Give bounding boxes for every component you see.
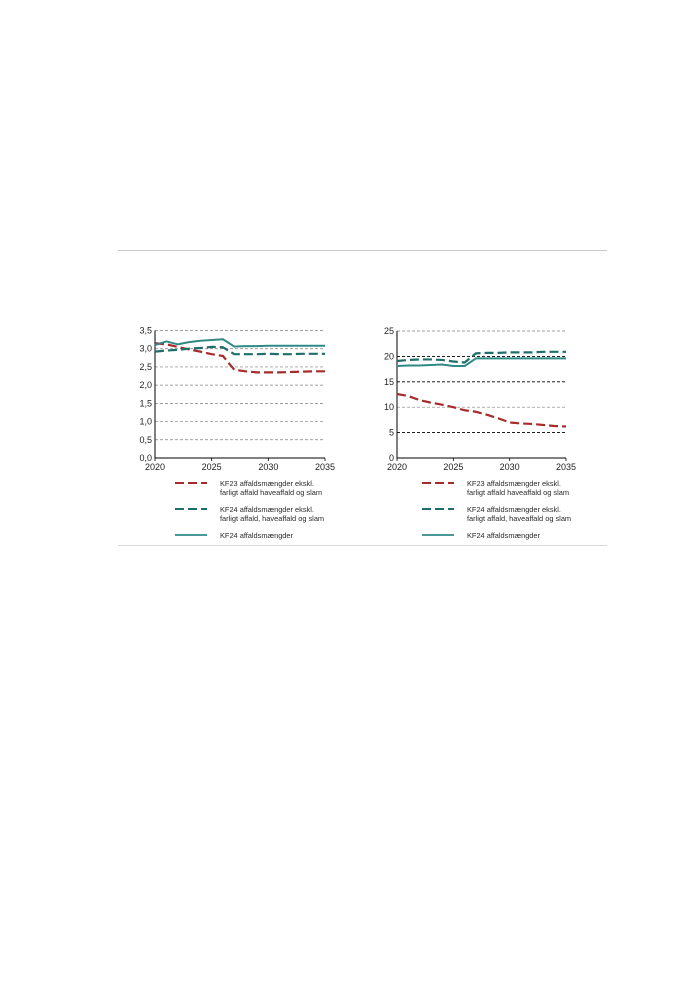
chart-1-y-tick-label: 0,5 — [139, 435, 152, 445]
chart-1-legend-item: KF24 affaldsmængder — [175, 531, 294, 540]
chart-2-x-tick-label: 2035 — [556, 462, 576, 472]
chart-1-y-tick-label: 2,0 — [139, 380, 152, 390]
chart-1-legend-item: KF23 affaldsmængder ekskl.farligt affald… — [175, 479, 322, 497]
chart-1-x-tick-label: 2030 — [258, 462, 278, 472]
chart-2-legend-item: KF24 affaldsmængder — [422, 531, 541, 540]
chart-2-x-tick-label: 2030 — [500, 462, 520, 472]
chart-1-y-tick-label: 1,5 — [139, 398, 152, 408]
chart-2-y-tick-label: 15 — [384, 377, 394, 387]
chart-1-series-kf24-dashed — [154, 345, 325, 356]
chart-2-series-kf24-solid — [396, 357, 566, 368]
chart-1-series-kf23-dashed — [154, 342, 325, 374]
chart-2-legend-label: farligt affald haveaffald og slam — [467, 488, 569, 497]
chart-2-legend-label: KF23 affaldsmængder ekskl. — [467, 479, 561, 488]
chart-2-series-kf23-dashed — [396, 392, 567, 428]
chart-1-series-kf24-solid — [154, 338, 325, 348]
chart-2-legend-item: KF23 affaldsmængder ekskl.farligt affald… — [422, 479, 569, 497]
chart-2-series-kf24-dashed — [396, 350, 566, 364]
chart-left: 0,0 0,5 1,0 1,5 2,0 2,5 3,0 3,5 2020 2025 2030 2035… — [139, 326, 335, 540]
chart-1-x-tick-label: 2020 — [145, 462, 165, 472]
chart-1-legend-label: KF24 affaldsmængder ekskl. — [220, 505, 314, 514]
chart-1-legend-label: KF23 affaldsmængder ekskl. — [220, 479, 314, 488]
chart-1-y-tick-label: 3,0 — [139, 344, 152, 354]
chart-1-x-tick-label: 2025 — [202, 462, 222, 472]
top-divider — [118, 250, 607, 251]
chart-2-y-tick-label: 25 — [384, 326, 394, 336]
chart-1-legend-label: KF24 affaldsmængder — [220, 531, 294, 540]
chart-2-x-tick-label: 2025 — [443, 462, 463, 472]
chart-2-y-tick-label: 20 — [384, 351, 394, 361]
chart-1-y-tick-label: 2,5 — [139, 362, 152, 372]
bottom-divider — [118, 545, 607, 546]
chart-2-legend-item: KF24 affaldsmængder ekskl. farligt affal… — [422, 505, 571, 523]
chart-1-legend-label: farligt affald, haveaffald og slam — [220, 514, 324, 523]
chart-2-y-tick-label: 0 — [389, 453, 394, 463]
chart-2-legend-label: KF24 affaldsmængder ekskl. — [467, 505, 561, 514]
chart-1-x-tick-label: 2035 — [315, 462, 335, 472]
chart-2-legend-label: farligt affald, haveaffald og slam — [467, 514, 571, 523]
chart-2-y-tick-label: 5 — [389, 428, 394, 438]
chart-1-legend-item: KF24 affaldsmængder ekskl. farligt affal… — [175, 505, 324, 523]
chart-1-y-tick-label: 3,5 — [139, 326, 152, 336]
chart-2-legend-label: KF24 affaldsmængder — [467, 531, 541, 540]
chart-2-x-tick-label: 2020 — [387, 462, 407, 472]
chart-1-legend-label: farligt affald haveaffald og slam — [220, 488, 322, 497]
chart-1-y-tick-label: 0,0 — [139, 453, 152, 463]
chart-1-y-tick-label: 1,0 — [139, 417, 152, 427]
chart-2-y-tick-label: 10 — [384, 402, 394, 412]
